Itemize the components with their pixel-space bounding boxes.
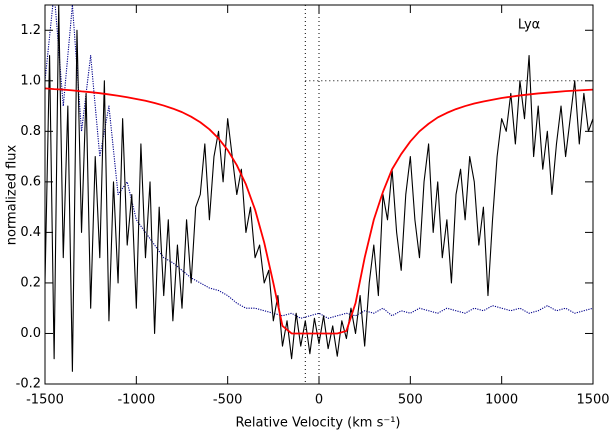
y-axis-label: normalized flux: [5, 144, 20, 245]
y-tick-label: 0.8: [20, 124, 41, 139]
x-tick-label: -500: [213, 393, 243, 408]
data-line: [45, 5, 593, 319]
data-line: [45, 5, 593, 372]
annotation: Lyα: [518, 18, 540, 33]
y-tick-label: 0.0: [20, 326, 41, 341]
y-tick-label: -0.2: [16, 377, 41, 392]
y-tick-label: 0.6: [20, 174, 41, 189]
x-tick-label: -1500: [26, 393, 64, 408]
y-tick-label: 1.0: [20, 73, 41, 88]
x-tick-label: -1000: [117, 393, 155, 408]
x-tick-label: 1000: [485, 393, 518, 408]
x-axis-label: Relative Velocity (km s⁻¹): [235, 416, 400, 431]
x-tick-label: 0: [315, 393, 323, 408]
x-tick-label: 500: [398, 393, 423, 408]
data-line: [45, 87, 593, 335]
y-tick-label: 0.2: [20, 275, 41, 290]
x-tick-label: 1500: [576, 393, 609, 408]
plot-area: [45, 5, 593, 384]
y-tick-label: 0.4: [20, 225, 41, 240]
y-tick-label: 1.2: [20, 23, 41, 38]
